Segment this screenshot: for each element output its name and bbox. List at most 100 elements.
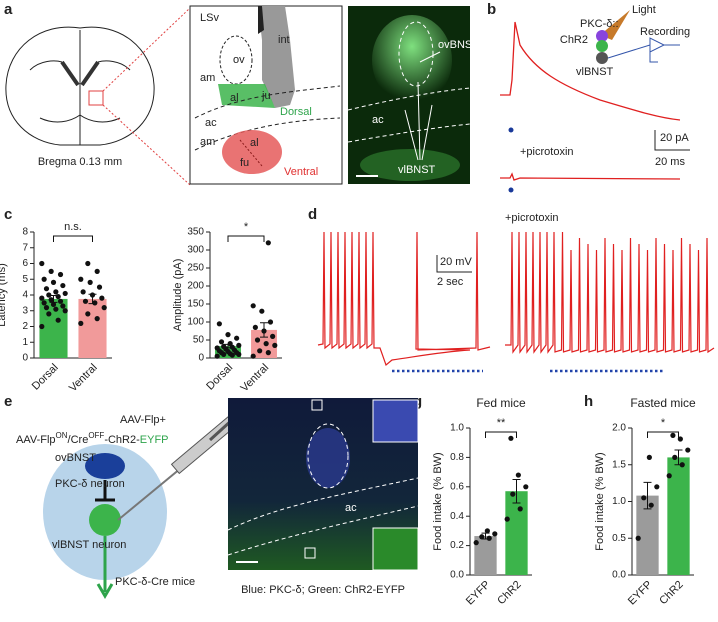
data-point bbox=[60, 303, 66, 309]
data-point bbox=[218, 339, 225, 345]
x-tick-label: Dorsal bbox=[30, 362, 61, 393]
significance-label: * bbox=[661, 417, 666, 429]
y-tick-label: 0.6 bbox=[450, 481, 464, 492]
micrograph-signal bbox=[372, 15, 452, 105]
data-point bbox=[227, 341, 233, 347]
data-point bbox=[92, 300, 98, 306]
data-point bbox=[46, 292, 52, 298]
caption: Blue: PKC-δ; Green: ChR2-EYFP bbox=[241, 584, 405, 596]
data-point bbox=[62, 308, 68, 314]
cell-label: PKC-δ neuron bbox=[55, 478, 125, 490]
data-point bbox=[53, 289, 59, 295]
data-point bbox=[46, 311, 52, 317]
image-label: ovBNST bbox=[438, 39, 479, 51]
panel-label: d bbox=[308, 206, 317, 223]
chart-title: Fed mice bbox=[476, 396, 526, 410]
region-label: ac bbox=[345, 502, 357, 514]
data-point bbox=[78, 320, 84, 326]
y-tick-label: 350 bbox=[187, 227, 204, 238]
scale-label: 20 pA bbox=[660, 132, 689, 144]
data-point bbox=[479, 534, 485, 540]
data-point bbox=[510, 491, 516, 497]
schematic-label: ChR2 bbox=[560, 34, 588, 46]
virus-text: ON bbox=[56, 431, 68, 440]
data-point bbox=[85, 260, 91, 267]
light-pulse bbox=[508, 127, 514, 133]
condition-label: +picrotoxin bbox=[505, 212, 559, 224]
virus-text: /Cre bbox=[68, 434, 89, 446]
y-tick-label: 1.0 bbox=[612, 496, 626, 507]
y-tick-label: 5 bbox=[22, 274, 28, 285]
data-point bbox=[641, 495, 647, 501]
virus-text: OFF bbox=[88, 431, 104, 440]
data-point bbox=[41, 276, 47, 282]
y-tick-label: 3 bbox=[22, 305, 28, 316]
roi bbox=[311, 399, 323, 411]
panel-label: a bbox=[4, 1, 13, 18]
data-point bbox=[62, 290, 68, 297]
current-trace bbox=[500, 21, 681, 121]
virus-text: -ChR2- bbox=[104, 434, 140, 446]
data-point bbox=[523, 484, 529, 490]
significance-bracket bbox=[647, 431, 679, 438]
y-tick-label: 250 bbox=[187, 263, 204, 274]
y-tick-label: 100 bbox=[187, 317, 204, 328]
data-point bbox=[654, 484, 660, 490]
data-point bbox=[48, 297, 54, 303]
y-tick-label: 0.0 bbox=[612, 570, 626, 581]
region-label: Ventral bbox=[284, 166, 318, 178]
data-point bbox=[43, 305, 50, 311]
region-label: al bbox=[250, 137, 259, 149]
y-tick-label: 1.5 bbox=[612, 459, 626, 470]
schematic-label: PKC-δ:: bbox=[580, 18, 619, 30]
y-axis-label: Food intake (% BW) bbox=[594, 452, 606, 550]
data-point bbox=[486, 535, 492, 541]
panel-label: e bbox=[4, 393, 12, 410]
region-label: fu bbox=[240, 157, 249, 169]
data-point bbox=[214, 353, 220, 359]
error-bar bbox=[512, 478, 521, 504]
circuit-schematic bbox=[43, 412, 242, 599]
y-tick-label: 0.5 bbox=[612, 533, 626, 544]
data-point bbox=[50, 279, 57, 285]
y-tick-label: 0.0 bbox=[450, 570, 464, 581]
y-tick-label: 300 bbox=[187, 245, 204, 256]
zoom-inset bbox=[372, 527, 419, 571]
data-point bbox=[57, 271, 64, 278]
data-point bbox=[80, 289, 86, 295]
data-point bbox=[99, 295, 105, 301]
brain-section bbox=[5, 7, 191, 186]
data-point bbox=[41, 300, 47, 306]
scale-label: 20 ms bbox=[655, 156, 685, 168]
y-axis-label: Food intake (% BW) bbox=[432, 452, 444, 550]
y-axis-label: Latency (ms) bbox=[0, 263, 8, 327]
data-point bbox=[635, 535, 641, 541]
data-point bbox=[85, 311, 91, 317]
virus-label: AAV-Flp+ bbox=[120, 414, 166, 426]
y-tick-label: 150 bbox=[187, 299, 204, 310]
current-trace bbox=[500, 172, 681, 181]
data-point bbox=[236, 342, 242, 348]
scale-label: 2 sec bbox=[437, 276, 464, 288]
data-point bbox=[82, 298, 89, 304]
data-point bbox=[270, 333, 276, 339]
data-point bbox=[53, 306, 59, 312]
data-point bbox=[259, 308, 265, 314]
cell-label: PKC-δ-Cre mice bbox=[115, 576, 195, 588]
data-point bbox=[261, 328, 267, 334]
y-tick-label: 0.8 bbox=[450, 452, 464, 463]
data-point bbox=[508, 435, 514, 441]
data-point bbox=[515, 472, 521, 478]
y-tick-label: 200 bbox=[187, 281, 204, 292]
data-point bbox=[679, 462, 685, 468]
data-point bbox=[672, 454, 678, 460]
data-point bbox=[57, 298, 64, 304]
significance-label: ** bbox=[497, 417, 506, 429]
data-point bbox=[250, 303, 256, 309]
error-bar bbox=[643, 481, 652, 510]
data-point bbox=[55, 317, 61, 323]
micrograph-outline bbox=[347, 21, 471, 143]
data-point bbox=[272, 342, 278, 348]
data-point bbox=[39, 260, 45, 267]
